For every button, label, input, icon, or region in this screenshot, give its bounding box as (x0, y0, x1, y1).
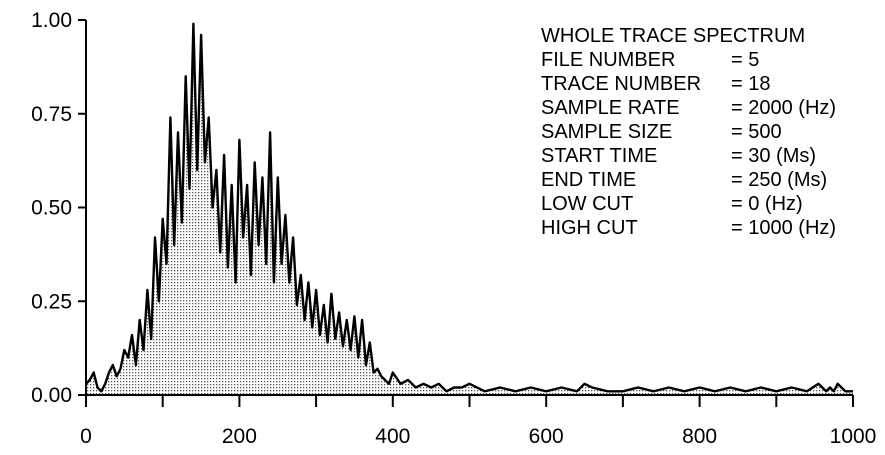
y-tick-label: 0.75 (31, 103, 72, 126)
x-tick-label: 200 (222, 425, 257, 448)
info-value-trace-number: = 18 (731, 73, 770, 95)
plot-area (85, 22, 853, 396)
y-tick-label: 1.00 (31, 9, 72, 32)
info-label-file-number: FILE NUMBER (541, 49, 675, 71)
y-tick-label: 0.50 (31, 197, 72, 220)
info-value-start-time: = 30 (Ms) (731, 145, 816, 167)
info-label-start-time: START TIME (541, 145, 657, 167)
info-label-low-cut: LOW CUT (541, 193, 633, 215)
spectrum-area-fill (86, 23, 853, 396)
spectrum-line (85, 22, 853, 393)
info-label-sample-size: SAMPLE SIZE (541, 121, 672, 143)
info-title: WHOLE TRACE SPECTRUM (541, 25, 805, 47)
info-value-low-cut: = 0 (Hz) (731, 193, 803, 215)
x-tick-label: 800 (682, 425, 717, 448)
info-label-trace-number: TRACE NUMBER (541, 73, 701, 95)
info-value-sample-size: = 500 (731, 121, 782, 143)
info-label-high-cut: HIGH CUT (541, 217, 638, 239)
y-tick-label: 0.00 (31, 384, 72, 407)
info-panel: WHOLE TRACE SPECTRUM FILE NUMBER = 5 TRA… (541, 25, 836, 239)
axes: 0.00 0.25 0.50 0.75 1.00 0 200 400 600 800 1000 (31, 9, 876, 448)
x-tick-label: 600 (529, 425, 564, 448)
info-value-file-number: = 5 (731, 49, 759, 71)
info-label-end-time: END TIME (541, 169, 636, 191)
info-value-sample-rate: = 2000 (Hz) (731, 97, 836, 119)
x-tick-label: 400 (375, 425, 410, 448)
info-value-high-cut: = 1000 (Hz) (731, 217, 836, 239)
x-tick-label: 1000 (830, 425, 877, 448)
info-label-sample-rate: SAMPLE RATE (541, 97, 680, 119)
info-value-end-time: = 250 (Ms) (731, 169, 827, 191)
y-tick-label: 0.25 (31, 290, 72, 313)
x-tick-label: 0 (80, 425, 92, 448)
